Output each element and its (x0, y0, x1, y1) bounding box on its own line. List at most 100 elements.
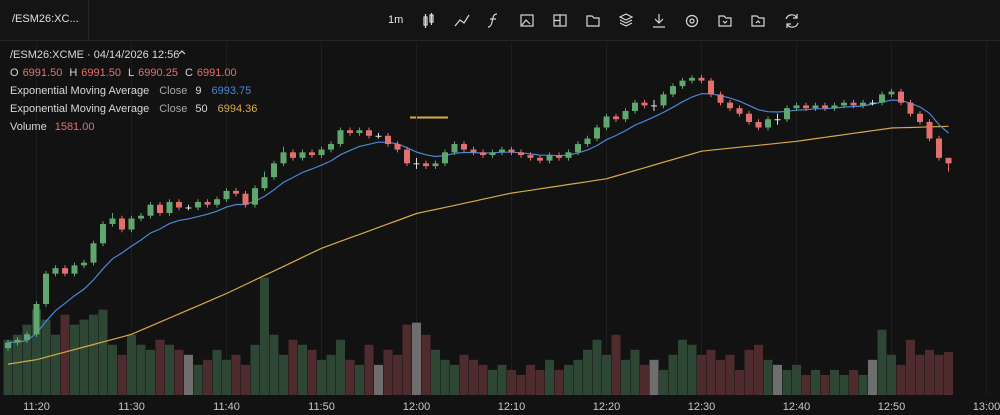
volume-bar (393, 354, 402, 395)
candle-body (926, 121, 933, 139)
candle-body (423, 163, 429, 167)
candle-body (109, 218, 116, 225)
candle-body (43, 273, 49, 304)
volume-bar (431, 349, 440, 395)
candle-body (575, 144, 581, 153)
volume-bar (336, 339, 345, 395)
folder-icon[interactable] (586, 15, 600, 27)
candle-body (907, 102, 914, 114)
volume-bar (117, 354, 127, 395)
volume-bar (735, 369, 744, 395)
folder-download-icon[interactable] (718, 15, 732, 27)
volume-name: Volume (10, 121, 47, 133)
candle-body (565, 152, 572, 158)
x-tick-label: 13:00 (973, 401, 1000, 413)
volume-bar (925, 349, 934, 395)
candle-body (71, 265, 78, 274)
volume-bar (298, 344, 307, 395)
symbol-tab[interactable]: /ESM26:XC... (12, 13, 79, 25)
ema-line (7, 93, 949, 344)
candle-body (717, 94, 724, 103)
candle-body (214, 199, 220, 205)
indicators-icon[interactable] (454, 14, 470, 27)
ohlc-row: O 6991.50 H 6991.50 L 6990.25 C 6991.00 (10, 64, 257, 82)
volume-bar (830, 369, 839, 395)
collapse-chevron[interactable] (178, 50, 186, 55)
volume-bar (260, 277, 269, 395)
candles-icon[interactable] (423, 13, 434, 28)
candle-body (366, 130, 372, 136)
volume-bar (630, 349, 640, 395)
candle-body (52, 268, 59, 274)
layout-icon[interactable] (553, 14, 567, 27)
indicator-row: Exponential Moving Average Close 50 6994.36 (10, 100, 257, 118)
interval-button[interactable]: 1m (388, 14, 404, 26)
x-tick-label: 11:20 (23, 401, 50, 413)
volume-bar (773, 364, 782, 395)
volume-bar (640, 364, 649, 395)
candle-body (727, 102, 733, 109)
indicator-length: 50 (195, 103, 208, 115)
volume-bar (887, 354, 896, 395)
settings-icon[interactable] (685, 14, 699, 28)
volume-bar (849, 369, 858, 395)
x-tick-label: 12:00 (403, 401, 431, 413)
download-icon[interactable] (653, 14, 665, 28)
volume-bar (858, 374, 868, 395)
candle-body (831, 105, 838, 109)
ohlc-key: H (69, 67, 78, 79)
layers-icon[interactable] (618, 13, 634, 27)
volume-bar (146, 349, 155, 395)
volume-bar (488, 369, 497, 395)
candle-body (176, 201, 182, 208)
legend: /ESM26:XCME · 04/14/2026 12:56 O 6991.50 H… (10, 46, 257, 136)
candle-body (432, 163, 439, 167)
candle-body (936, 138, 942, 158)
candle-body (62, 268, 68, 274)
ohlc-value: 6991.00 (196, 67, 237, 79)
candle-body (641, 102, 648, 106)
candles (5, 75, 952, 351)
volume-bar (573, 359, 583, 395)
candle-body (223, 190, 230, 200)
indicator-row: Exponential Moving Average Close 9 6993.75 (10, 82, 257, 100)
volume-bar (136, 344, 146, 395)
candle-body (537, 157, 543, 161)
candle-body (850, 102, 857, 106)
candle-body (755, 121, 762, 128)
time-axis: 11:20 11:30 11:40 11:50 12:00 12:10 12:20 12:30… (23, 401, 1000, 413)
candle-body (81, 262, 87, 266)
volume-bar (554, 369, 564, 395)
function-icon[interactable] (487, 13, 498, 28)
volume-bar (231, 354, 241, 395)
volume-bar (51, 334, 60, 395)
x-tick-label: 11:50 (308, 401, 335, 413)
image-icon[interactable] (520, 14, 534, 27)
volume-bar (165, 344, 174, 395)
refresh-icon[interactable] (785, 14, 799, 28)
volume-bar (459, 354, 469, 395)
candle-body (603, 116, 610, 128)
candle-body (242, 193, 249, 205)
folder-upload-icon[interactable] (751, 15, 765, 27)
volume-bar (241, 364, 250, 395)
toolbar-icons (423, 13, 799, 28)
candle-body (594, 127, 600, 139)
candle-body (394, 144, 401, 150)
volume-bar (592, 339, 602, 395)
candle-body (784, 108, 790, 120)
volume-bar (3, 339, 13, 395)
indicator-source: Close (159, 85, 188, 97)
volume-bar (801, 374, 811, 395)
volume-bar (706, 349, 716, 395)
volume-bar (583, 349, 592, 395)
candle-body (413, 163, 420, 165)
indicator-source: Close (159, 103, 188, 115)
volume-bar (22, 324, 32, 395)
candle-body (299, 152, 306, 158)
volume-bar (820, 374, 830, 395)
candle-body (385, 135, 391, 145)
candle-body (803, 105, 809, 109)
candle-body (347, 130, 353, 134)
volume-bar (60, 314, 70, 395)
